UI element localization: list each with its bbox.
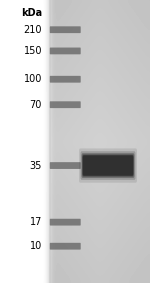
FancyBboxPatch shape [50,219,81,226]
FancyBboxPatch shape [50,162,81,169]
FancyBboxPatch shape [82,153,134,178]
FancyBboxPatch shape [79,148,137,183]
FancyBboxPatch shape [50,101,81,108]
FancyBboxPatch shape [50,48,81,54]
FancyBboxPatch shape [50,243,81,250]
Text: 210: 210 [24,25,42,35]
FancyBboxPatch shape [81,151,135,180]
Text: kDa: kDa [21,8,42,18]
FancyBboxPatch shape [50,76,81,83]
Text: 10: 10 [30,241,42,251]
FancyBboxPatch shape [82,155,134,177]
Text: 17: 17 [30,217,42,227]
FancyBboxPatch shape [50,26,81,33]
Text: 70: 70 [30,100,42,110]
Text: 35: 35 [30,160,42,171]
Text: 150: 150 [24,46,42,56]
Text: 100: 100 [24,74,42,84]
FancyBboxPatch shape [83,156,133,175]
